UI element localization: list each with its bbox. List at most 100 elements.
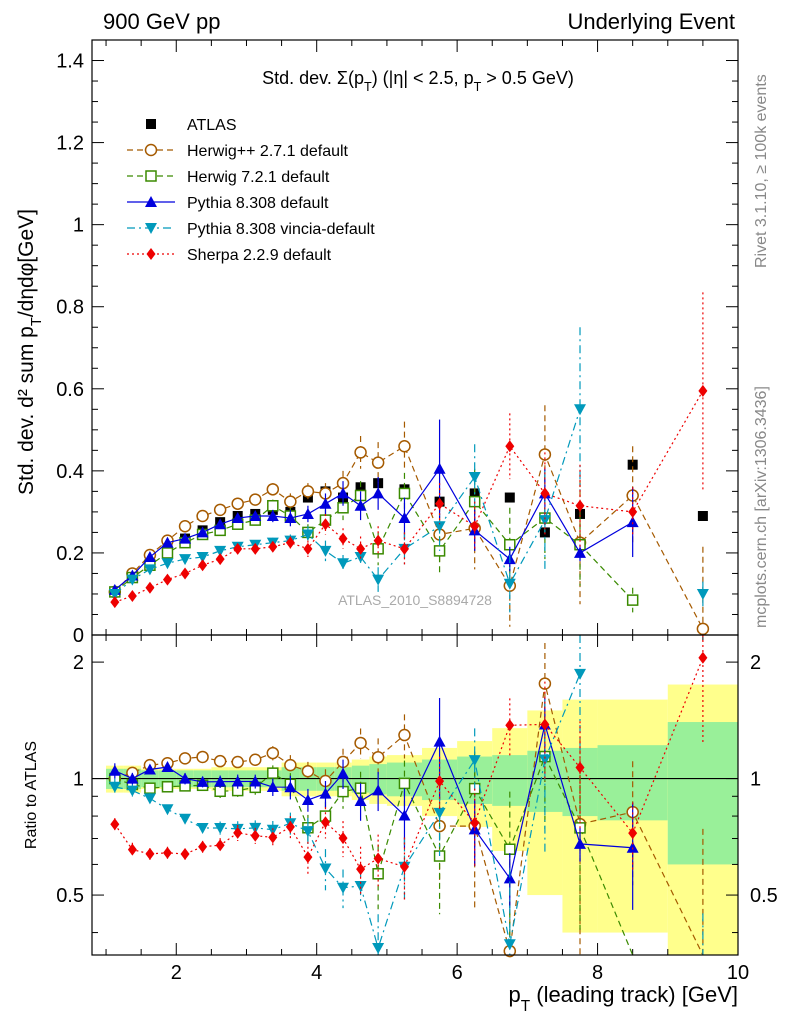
x-tick-label: 4	[311, 962, 322, 984]
data-point	[398, 439, 411, 453]
ratio-series-line	[114, 673, 581, 951]
side-label-top: Rivet 3.1.10, ≥ 100k events	[753, 74, 770, 268]
data-point	[250, 542, 260, 555]
ratio-data-point	[266, 781, 279, 793]
data-point	[696, 588, 709, 600]
data-point	[161, 558, 174, 570]
data-point	[503, 578, 516, 590]
series-0	[109, 459, 708, 597]
ratio-data-point	[127, 843, 137, 856]
ratio-y-tick-label: 0.5	[750, 885, 778, 907]
ratio-y-tick-label: 0.5	[56, 885, 84, 907]
legend-label: Pythia 8.308 default	[187, 195, 329, 212]
data-point	[371, 456, 385, 469]
ratio-data-point	[268, 831, 278, 844]
y-tick-label: 0.4	[56, 461, 84, 483]
data-point	[196, 526, 209, 538]
ratio-data-point	[213, 754, 227, 768]
ratio-data-point	[179, 772, 192, 784]
ratio-data-point	[285, 820, 295, 833]
series-5	[110, 292, 708, 903]
legend-label: Sherpa 2.2.9 default	[187, 247, 332, 264]
data-point	[249, 493, 262, 506]
ratio-data-point	[574, 668, 587, 680]
legend: ATLAS Herwig++ 2.7.1 default Herwig 7.2.1 …	[127, 117, 375, 264]
ratio-data-point	[371, 751, 385, 764]
ratio-data-point	[338, 832, 348, 845]
ratio-data-point	[143, 763, 156, 775]
data-point	[505, 440, 515, 453]
ratio-data-point	[398, 728, 411, 742]
data-series	[108, 292, 710, 958]
data-point	[470, 520, 480, 533]
data-point	[161, 536, 174, 548]
data-point	[337, 487, 350, 499]
data-point	[337, 558, 350, 570]
data-point	[284, 495, 297, 508]
ratio-data-point	[574, 837, 587, 849]
ratio-y-tick-label: 2	[73, 652, 84, 674]
data-point	[354, 446, 367, 459]
axes	[92, 39, 739, 955]
data-point	[198, 559, 208, 572]
legend-entry: Sherpa 2.2.9 default	[127, 247, 332, 264]
data-point	[266, 510, 279, 521]
data-point	[179, 532, 192, 544]
ratio-data-point	[162, 846, 172, 859]
series-4	[108, 327, 709, 955]
legend-marker	[146, 248, 156, 260]
series-line	[114, 492, 634, 601]
data-point	[179, 554, 192, 566]
data-point	[468, 472, 481, 484]
ratio-data-point	[214, 775, 227, 787]
legend-marker	[145, 223, 157, 234]
data-point	[301, 507, 314, 519]
ratio-data-point	[372, 943, 385, 955]
data-point	[143, 551, 156, 563]
data-point	[697, 511, 708, 521]
series-line	[114, 390, 704, 603]
ratio-data-point	[354, 736, 367, 750]
ratio-data-point	[266, 746, 280, 760]
ratio-data-point	[233, 826, 243, 839]
data-point	[398, 512, 411, 524]
ratio-data-point	[231, 755, 244, 769]
legend-marker	[145, 170, 157, 182]
legend-entry: ATLAS	[146, 117, 237, 134]
chart-title: Std. dev. Σ(pT) (|η| < 2.5, pT > 0.5 GeV…	[262, 68, 574, 94]
ratio-data-point	[301, 764, 315, 778]
data-point	[180, 567, 190, 580]
data-point	[319, 497, 332, 509]
data-point	[319, 545, 332, 557]
data-point	[301, 529, 314, 541]
data-point	[145, 581, 155, 594]
data-point	[399, 542, 409, 555]
y-tick-label: 0	[73, 625, 84, 647]
data-point	[285, 536, 295, 549]
ratio-data-point	[468, 755, 481, 767]
ratio-plot-frame	[91, 634, 739, 956]
header-right-label: Underlying Event	[567, 9, 735, 34]
data-point	[372, 487, 385, 499]
ratio-data-point	[505, 719, 515, 732]
ratio-data-point	[540, 718, 550, 731]
data-point	[575, 499, 585, 512]
data-point	[574, 546, 587, 558]
ratio-y-axis-label: Ratio to ATLAS	[23, 741, 40, 849]
data-point	[372, 574, 385, 586]
ratio-data-point	[145, 847, 155, 860]
legend-marker	[144, 143, 158, 157]
ratio-data-point	[372, 784, 385, 796]
data-point	[214, 545, 227, 557]
ratio-data-point	[470, 816, 480, 829]
x-tick-label: 10	[727, 962, 749, 984]
legend-entry: Herwig 7.2.1 default	[127, 169, 330, 186]
ratio-data-point	[433, 807, 446, 819]
legend-marker	[146, 119, 156, 129]
data-point	[628, 505, 638, 518]
ratio-data-point	[196, 750, 209, 764]
y-tick-label: 0.6	[56, 379, 84, 401]
data-point	[231, 497, 244, 510]
data-point	[249, 510, 262, 521]
